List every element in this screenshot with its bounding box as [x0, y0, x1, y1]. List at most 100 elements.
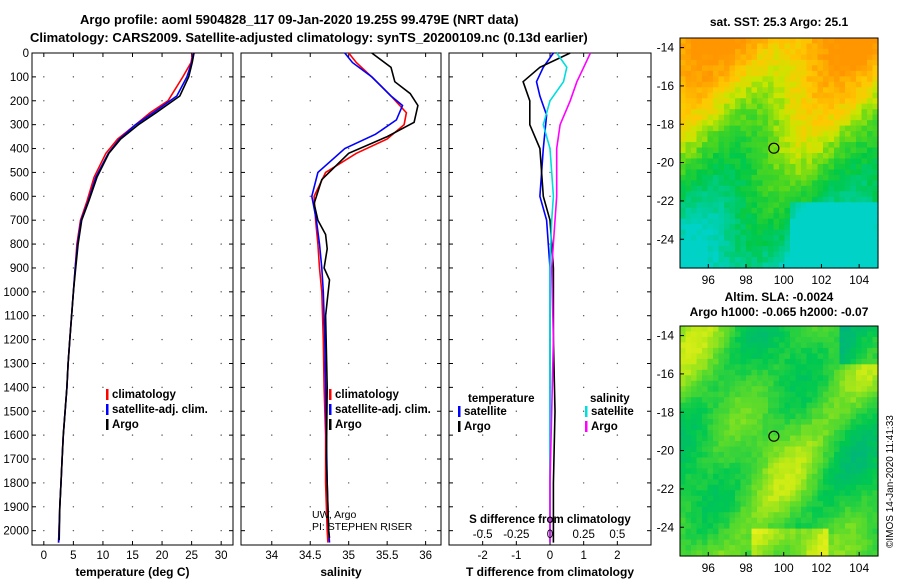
map-cell — [790, 534, 797, 541]
map-cell — [751, 251, 758, 258]
map-cell — [773, 191, 780, 198]
map-cell — [757, 523, 764, 530]
map-cell — [757, 120, 764, 127]
map-cell — [779, 550, 786, 557]
map-cell — [872, 240, 879, 247]
map-cell — [702, 43, 709, 50]
map-cell — [740, 163, 747, 171]
map-cell — [746, 342, 753, 349]
map-cell — [845, 446, 852, 453]
map-cell — [740, 353, 747, 360]
map-cell — [740, 65, 747, 72]
map-cell — [817, 550, 824, 557]
map-cell — [817, 336, 824, 344]
map-cell — [740, 435, 747, 442]
map-cell — [696, 43, 703, 50]
map-cell — [867, 539, 874, 546]
map-cell — [713, 462, 720, 469]
map-cell — [856, 38, 863, 45]
map-cell — [812, 229, 819, 236]
map-cell — [768, 76, 775, 83]
map-cell — [757, 109, 764, 116]
x-tick-label: 100 — [774, 273, 794, 287]
map-cell — [691, 391, 698, 398]
map-cell — [773, 59, 780, 66]
grid-dot — [131, 386, 134, 389]
map-cell — [696, 213, 703, 220]
map-cell — [735, 358, 742, 365]
map-cell — [834, 48, 841, 56]
map-cell — [845, 342, 852, 349]
map-cell — [740, 147, 747, 154]
map-cell — [790, 490, 797, 497]
map-cell — [834, 479, 841, 486]
grid-dot — [43, 100, 45, 102]
map-cell — [702, 207, 709, 214]
map-cell — [729, 120, 736, 127]
map-cell — [828, 523, 835, 530]
map-cell — [872, 158, 879, 165]
map-cell — [856, 369, 863, 376]
map-cell — [729, 81, 736, 88]
map-cell — [685, 43, 692, 50]
map-cell — [724, 523, 731, 530]
map-cell — [680, 424, 687, 431]
map-cell — [795, 38, 802, 45]
map-cell — [812, 87, 819, 94]
map-cell — [812, 506, 819, 513]
map-cell — [817, 479, 824, 486]
map-cell — [806, 446, 813, 453]
map-cell — [817, 48, 824, 56]
map-cell — [702, 81, 709, 88]
map-cell — [680, 331, 687, 338]
grid-dot — [309, 386, 311, 389]
map-cell — [823, 545, 830, 552]
map-cell — [856, 419, 863, 426]
map-cell — [801, 473, 808, 480]
map-cell — [850, 125, 857, 132]
map-cell — [795, 246, 802, 253]
map-cell — [707, 479, 714, 486]
map-cell — [795, 331, 802, 338]
map-cell — [872, 207, 879, 214]
map-cell — [795, 87, 802, 94]
map-cell — [779, 369, 786, 376]
map-cell — [713, 125, 720, 132]
map-frame — [679, 325, 879, 557]
grid-dot — [220, 219, 222, 221]
map-cell — [768, 158, 775, 165]
grid-dot — [481, 100, 484, 102]
map-cell — [757, 218, 764, 225]
map-cell — [845, 185, 852, 192]
map-cell — [757, 185, 764, 192]
map-cell — [779, 413, 786, 420]
map-cell — [850, 473, 857, 480]
map-cell — [845, 419, 852, 426]
map-cell — [751, 506, 758, 513]
map-cell — [801, 331, 808, 338]
map-cell — [823, 419, 830, 426]
map-cell — [795, 191, 802, 198]
map-cell — [845, 131, 852, 138]
legend-swatch — [458, 406, 461, 417]
map-cell — [872, 185, 879, 192]
map-cell — [845, 501, 852, 508]
grid-dot — [347, 291, 350, 293]
map-cell — [779, 331, 786, 338]
map-cell — [773, 207, 780, 214]
map-cell — [839, 191, 846, 198]
map-cell — [790, 158, 797, 165]
map-cell — [773, 48, 780, 56]
map-cell — [779, 408, 786, 415]
map-cell — [828, 435, 835, 442]
map-cell — [779, 484, 786, 491]
map-cell — [718, 457, 725, 464]
map-cell — [724, 213, 731, 220]
map-cell — [768, 131, 775, 138]
map-cell — [784, 397, 791, 404]
map-cell — [685, 70, 692, 77]
grid-dot — [309, 171, 311, 174]
map-cell — [812, 169, 819, 176]
map-cell — [707, 65, 714, 72]
